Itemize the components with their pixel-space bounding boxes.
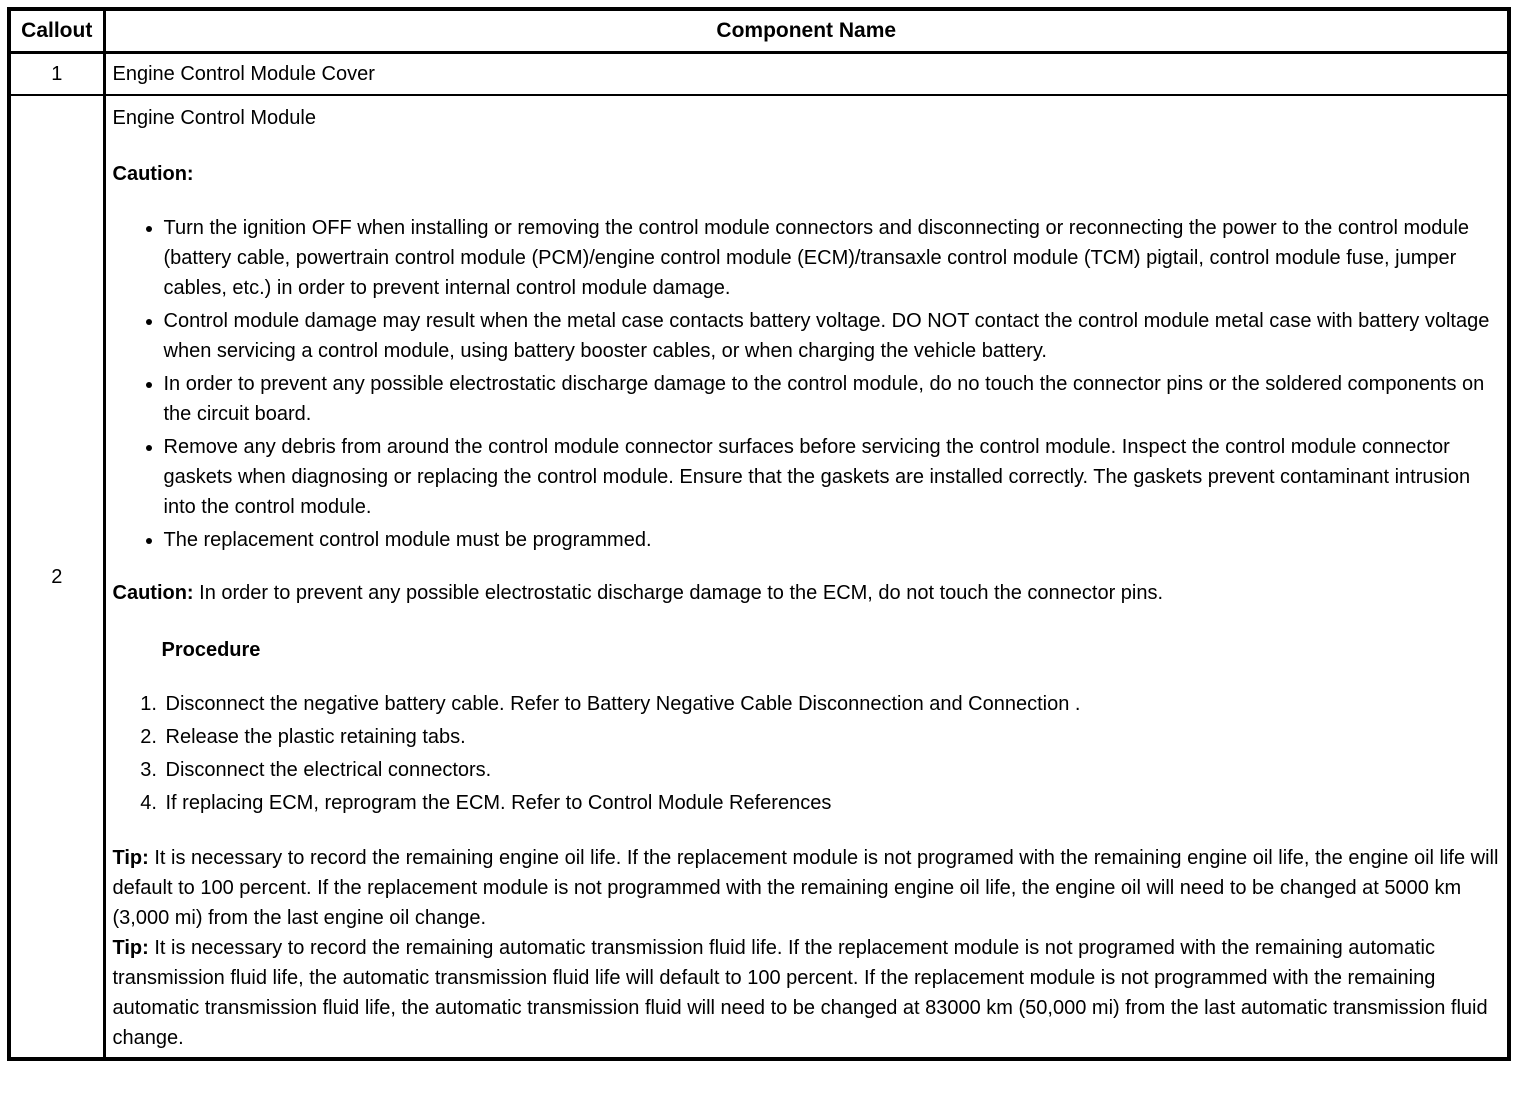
callout-number: 1 bbox=[8, 51, 106, 96]
table-row: 1 Engine Control Module Cover bbox=[8, 51, 1510, 96]
tip-note-label: Tip: bbox=[112, 937, 149, 959]
tip-note-label: Tip: bbox=[112, 847, 149, 869]
tip-note: Tip: It is necessary to record the remai… bbox=[113, 843, 1500, 933]
column-header-callout: Callout bbox=[8, 8, 106, 54]
tip-note: Tip: It is necessary to record the remai… bbox=[113, 933, 1500, 1053]
caution-bullet-item: The replacement control module must be p… bbox=[164, 525, 1500, 555]
tip-note-text: It is necessary to record the remaining … bbox=[112, 847, 1499, 929]
component-name-text: Engine Control Module bbox=[112, 107, 316, 129]
caution-note: Caution: In order to prevent any possibl… bbox=[113, 578, 1500, 608]
table-row: 2 Engine Control Module Caution: Turn th… bbox=[8, 94, 1510, 1060]
procedure-step-item: Disconnect the electrical connectors. bbox=[163, 755, 1500, 785]
caution-bullet-item: Control module damage may result when th… bbox=[164, 306, 1500, 366]
callout-number: 2 bbox=[8, 94, 106, 1060]
procedure-step-list: Disconnect the negative battery cable. R… bbox=[113, 689, 1500, 818]
caution-heading: Caution: bbox=[112, 163, 194, 185]
caution-bullet-list: Turn the ignition OFF when installing or… bbox=[113, 213, 1500, 555]
component-detail-cell: Engine Control Module Caution: Turn the … bbox=[103, 94, 1510, 1060]
component-callout-table: Callout Component Name 1 Engine Control … bbox=[7, 7, 1511, 1061]
procedure-step-item: If replacing ECM, reprogram the ECM. Ref… bbox=[163, 788, 1500, 818]
caution-bullet-item: In order to prevent any possible electro… bbox=[164, 369, 1500, 429]
procedure-step-item: Release the plastic retaining tabs. bbox=[163, 722, 1500, 752]
caution-bullet-item: Turn the ignition OFF when installing or… bbox=[164, 213, 1500, 303]
procedure-step-item: Disconnect the negative battery cable. R… bbox=[163, 689, 1500, 719]
table-header-row: Callout Component Name bbox=[8, 8, 1510, 54]
component-name-text: Engine Control Module Cover bbox=[103, 51, 1510, 96]
procedure-heading: Procedure bbox=[161, 639, 261, 661]
column-header-component-name: Component Name bbox=[103, 8, 1510, 54]
caution-bullet-item: Remove any debris from around the contro… bbox=[164, 432, 1500, 522]
caution-note-text: In order to prevent any possible electro… bbox=[199, 582, 1164, 604]
caution-note-label: Caution: bbox=[112, 582, 194, 604]
tip-note-text: It is necessary to record the remaining … bbox=[112, 937, 1488, 1049]
